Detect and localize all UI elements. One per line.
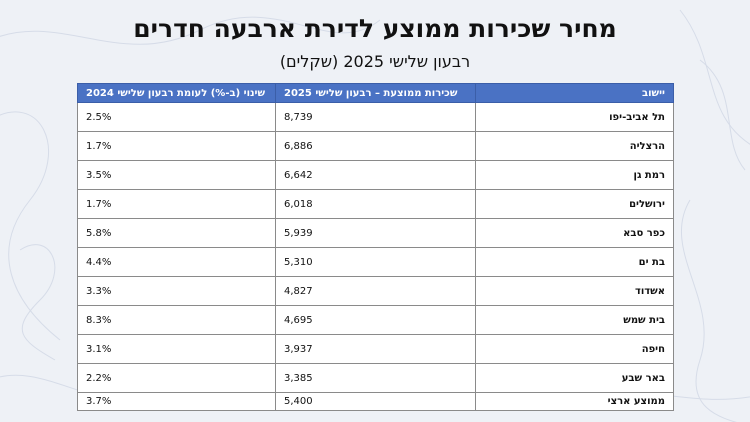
cell-change: 1.7% <box>77 131 276 161</box>
page-subtitle: רבעון שלישי 2025 (שקלים) <box>279 52 471 71</box>
header-city: יישוב <box>475 83 674 103</box>
cell-rent: 6,642 <box>275 160 476 190</box>
table-header-row: יישוב שכירות ממוצעת – רבעון שלישי 2025 ש… <box>77 83 674 103</box>
cell-change: 3.3% <box>77 276 276 306</box>
cell-rent: 3,937 <box>275 334 476 364</box>
cell-rent: 8,739 <box>275 102 476 132</box>
cell-change: 3.1% <box>77 334 276 364</box>
cell-city: אשדוד <box>475 276 674 306</box>
cell-rent: 4,695 <box>275 305 476 335</box>
table-row-national-average: ממוצע ארצי 5,400 3.7% <box>77 392 674 411</box>
cell-rent: 6,018 <box>275 189 476 219</box>
cell-rent: 5,939 <box>275 218 476 248</box>
header-change: שינוי (ב-%) לעומת רבעון שלישי 2024 <box>77 83 276 103</box>
cell-change: 1.7% <box>77 189 276 219</box>
rent-table: יישוב שכירות ממוצעת – רבעון שלישי 2025 ש… <box>77 83 674 411</box>
cell-rent: 5,400 <box>275 392 476 411</box>
cell-rent: 3,385 <box>275 363 476 393</box>
cell-change: 4.4% <box>77 247 276 277</box>
cell-city: כפר סבא <box>475 218 674 248</box>
table-row: בת ים 5,310 4.4% <box>77 247 674 277</box>
table-row: תל אביב-יפו 8,739 2.5% <box>77 102 674 132</box>
table-row: חיפה 3,937 3.1% <box>77 334 674 364</box>
header-rent: שכירות ממוצעת – רבעון שלישי 2025 <box>275 83 476 103</box>
cell-change: 8.3% <box>77 305 276 335</box>
cell-change: 3.7% <box>77 392 276 411</box>
cell-city: רמת גן <box>475 160 674 190</box>
cell-city: באר שבע <box>475 363 674 393</box>
cell-rent: 5,310 <box>275 247 476 277</box>
cell-city: ממוצע ארצי <box>475 392 674 411</box>
cell-change: 2.5% <box>77 102 276 132</box>
cell-rent: 6,886 <box>275 131 476 161</box>
cell-city: בת ים <box>475 247 674 277</box>
cell-city: ירושלים <box>475 189 674 219</box>
table-row: ירושלים 6,018 1.7% <box>77 189 674 219</box>
table-row: רמת גן 6,642 3.5% <box>77 160 674 190</box>
cell-city: חיפה <box>475 334 674 364</box>
cell-city: תל אביב-יפו <box>475 102 674 132</box>
cell-change: 3.5% <box>77 160 276 190</box>
cell-rent: 4,827 <box>275 276 476 306</box>
table-row: אשדוד 4,827 3.3% <box>77 276 674 306</box>
cell-change: 5.8% <box>77 218 276 248</box>
cell-change: 2.2% <box>77 363 276 393</box>
table-row: באר שבע 3,385 2.2% <box>77 363 674 393</box>
cell-city: בית שמש <box>475 305 674 335</box>
table-row: בית שמש 4,695 8.3% <box>77 305 674 335</box>
cell-city: הרצליה <box>475 131 674 161</box>
table-row: כפר סבא 5,939 5.8% <box>77 218 674 248</box>
page-title: מחיר שכירות ממוצע לדירת ארבעה חדרים <box>133 14 617 43</box>
table-row: הרצליה 6,886 1.7% <box>77 131 674 161</box>
